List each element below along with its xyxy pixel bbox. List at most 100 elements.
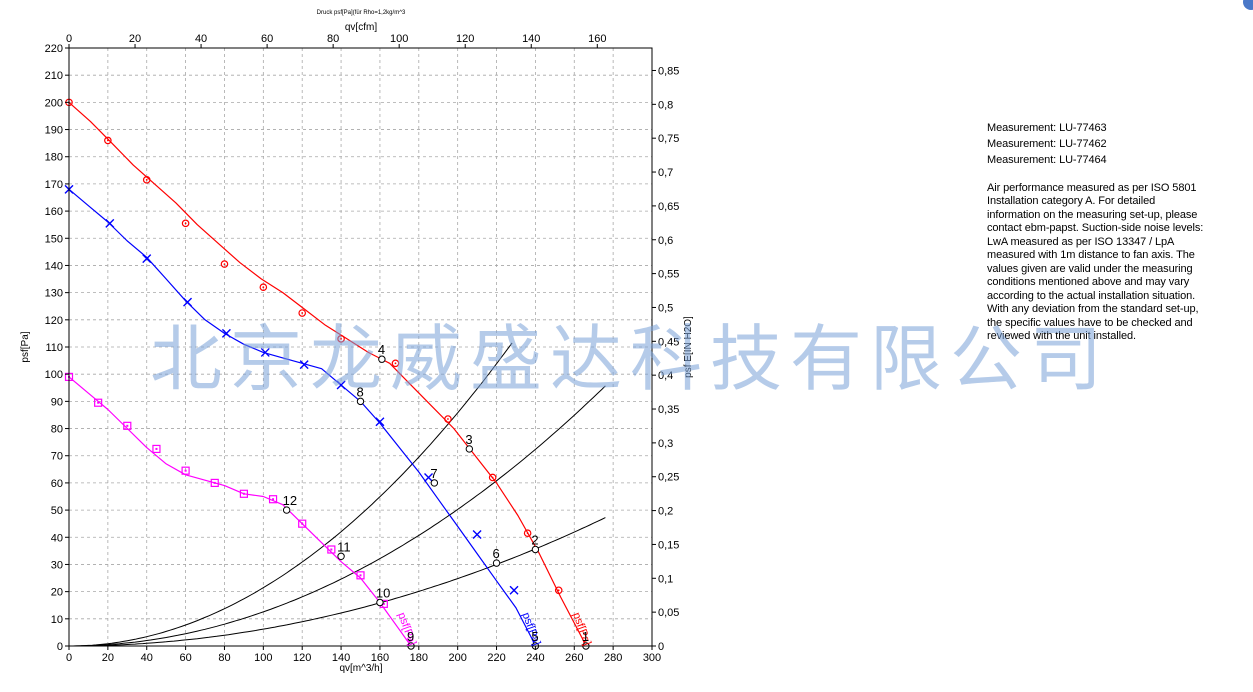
system-resistance-curve (69, 517, 606, 647)
right-axis-label: psf E[IN H2O] (683, 316, 694, 378)
x-tick-label: 240 (526, 652, 544, 664)
y-tick-label: 60 (51, 478, 63, 490)
y-tick-label: 160 (45, 206, 63, 218)
square-marker (94, 398, 103, 407)
operating-point-marker (465, 445, 474, 453)
left-axis-label: psf[Pa] (20, 331, 31, 362)
operating-point-label: 5 (531, 629, 538, 644)
square-marker (210, 478, 219, 488)
x-tick-label: 160 (371, 652, 389, 664)
square-marker-dot (126, 424, 129, 427)
fan-curve-magenta (68, 376, 412, 647)
circle-marker-dot (557, 589, 560, 592)
circle-marker-dot (340, 337, 342, 340)
y-tick-label: 200 (45, 97, 63, 109)
operating-point-marker (356, 397, 365, 406)
y-tick-label: 130 (45, 288, 63, 300)
circle-marker-dot (394, 362, 397, 365)
square-marker-dot (359, 574, 362, 577)
circle-marker-dot (447, 418, 449, 420)
operating-point-label: 7 (430, 466, 437, 481)
circle-marker-dot (301, 312, 304, 314)
measurement-description: Air performance measured as per ISO 5801… (987, 181, 1204, 343)
y-tick-label: 210 (45, 70, 63, 82)
top-axis-label: qv[cfm] (345, 22, 377, 33)
x-tick-label: 80 (218, 652, 230, 664)
x-tick-label: 100 (254, 652, 272, 664)
corner-badge-icon[interactable] (1243, 0, 1253, 10)
y2-tick-label: 0,65 (658, 201, 679, 213)
y2-tick-label: 0,8 (658, 99, 673, 111)
square-marker-dot (330, 548, 333, 551)
y2-tick-label: 0,45 (658, 336, 679, 348)
operating-point-marker (430, 479, 439, 487)
plot-frame (68, 47, 653, 647)
square-marker-dot (155, 447, 158, 450)
circle-marker (488, 473, 497, 482)
measurement-line: Measurement: LU-77462 (987, 138, 1107, 150)
x-tick-label: 60 (179, 652, 191, 664)
y2-tick-label: 0,4 (658, 370, 673, 382)
y-tick-label: 220 (45, 43, 63, 55)
y-tick-label: 150 (45, 233, 63, 245)
circle-marker-dot (223, 263, 226, 265)
operating-point-label: 2 (531, 533, 538, 548)
operating-point-label: 10 (376, 586, 390, 601)
y-tick-label: 120 (45, 315, 63, 327)
chart-title: Druck psf[Pa](für Rho=1,2kg/m^3 (317, 10, 406, 16)
operating-point-marker (282, 506, 291, 514)
x-tick-label: 200 (448, 652, 466, 664)
circle-marker (181, 219, 190, 228)
operating-point-label: 3 (465, 432, 472, 447)
y-tick-label: 180 (45, 152, 63, 164)
x-tick-label: 0 (66, 652, 72, 664)
curves (68, 101, 606, 647)
operating-point-label: 1 (582, 629, 589, 644)
x2-tick-label: 140 (522, 33, 540, 45)
circle-marker-dot (491, 476, 494, 479)
operating-point-marker (531, 545, 540, 554)
y2-tick-label: 0,7 (658, 167, 673, 179)
x2-tick-label: 80 (327, 33, 339, 45)
x-tick-label: 220 (487, 652, 505, 664)
y2-tick-label: 0 (658, 641, 664, 653)
circle-marker (444, 415, 452, 423)
x-marker (183, 297, 193, 307)
x-tick-label: 20 (102, 652, 114, 664)
y2-tick-label: 0,35 (658, 404, 679, 416)
x-marker (260, 347, 270, 357)
x-marker (299, 360, 309, 370)
y-tick-label: 50 (51, 505, 63, 517)
y-tick-label: 30 (51, 559, 63, 571)
y2-tick-label: 0,55 (658, 269, 679, 281)
y2-tick-label: 0,3 (658, 438, 673, 450)
circle-marker-dot (106, 139, 109, 142)
x2-tick-label: 0 (66, 33, 72, 45)
y2-tick-label: 0,6 (658, 235, 673, 247)
x-tick-label: 140 (332, 652, 350, 664)
circle-marker-dot (184, 222, 187, 225)
y-tick-label: 100 (45, 369, 63, 381)
circle-marker (391, 359, 400, 368)
square-marker (268, 495, 278, 504)
circle-marker-dot (262, 286, 265, 289)
x-tick-label: 40 (141, 652, 153, 664)
y2-tick-label: 0,85 (658, 65, 679, 77)
circle-marker (142, 176, 151, 184)
circle-marker (104, 136, 112, 145)
y-tick-label: 40 (51, 532, 63, 544)
x2-tick-label: 60 (261, 33, 273, 45)
x-tick-label: 300 (643, 652, 661, 664)
y2-tick-label: 0,2 (658, 506, 673, 518)
y2-tick-label: 0,25 (658, 472, 679, 484)
square-marker-dot (301, 522, 304, 525)
y-tick-label: 10 (51, 614, 63, 626)
square-marker-dot (242, 492, 245, 495)
square-marker-dot (382, 602, 385, 605)
circle-marker (554, 586, 563, 595)
operating-point-label: 11 (337, 539, 351, 554)
grid-lines (69, 48, 652, 646)
measurement-line: Measurement: LU-77464 (987, 154, 1107, 166)
circle-marker (259, 283, 268, 292)
